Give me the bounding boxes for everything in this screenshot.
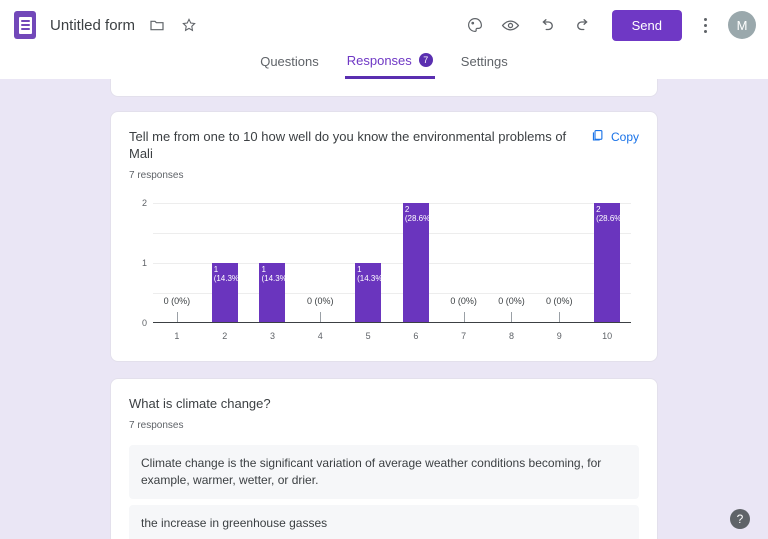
eye-icon[interactable]	[500, 14, 522, 36]
copy-icon	[590, 128, 605, 146]
folder-icon[interactable]	[147, 15, 167, 35]
x-tick-label: 10	[602, 331, 613, 341]
x-tick-label: 7	[461, 331, 467, 341]
responses-count-badge: 7	[418, 53, 433, 67]
bar-chart: 2 1 0 0 (0%) 1 (14.3%) 1 (14.3%) 0 (0%) 1 (1…	[129, 195, 639, 347]
zero-tick	[511, 312, 513, 322]
bar-value-label: 0 (0%)	[163, 296, 191, 306]
tab-bar: Questions Responses 7 Settings	[0, 50, 768, 79]
x-tick-label: 1	[174, 331, 180, 341]
star-icon[interactable]	[179, 15, 199, 35]
bar[interactable]: 2 (28.6%)	[402, 203, 433, 322]
bar[interactable]: 1 (14.3%)	[355, 262, 386, 322]
bar-slot[interactable]: 0 (0%)	[488, 203, 536, 322]
previous-question-card-partial	[110, 79, 658, 97]
bar-series: 0 (0%) 1 (14.3%) 1 (14.3%) 0 (0%) 1 (14.3%) 2…	[153, 203, 631, 322]
send-button[interactable]: Send	[611, 9, 682, 41]
gridline	[153, 263, 631, 264]
text-response-count: 7 responses	[129, 420, 184, 431]
kebab-menu-icon[interactable]	[696, 14, 714, 36]
bar-slot[interactable]: 0 (0%)	[440, 203, 488, 322]
help-button[interactable]: ?	[730, 509, 750, 529]
question-card-chart: Tell me from one to 10 how well do you k…	[110, 111, 658, 362]
x-tick-label: 5	[365, 331, 371, 341]
tab-questions-label: Questions	[260, 54, 319, 69]
bar-value-label: 0 (0%)	[307, 296, 334, 306]
text-response-list: Climate change is the significant variat…	[129, 445, 639, 539]
gridline	[153, 293, 631, 294]
bar-value-label: 1 (14.3%)	[213, 264, 242, 283]
x-tick-label: 8	[508, 331, 514, 341]
copy-chart-button[interactable]: Copy	[590, 128, 639, 146]
undo-icon[interactable]	[536, 14, 558, 36]
text-response-item: the increase in greenhouse gasses	[129, 505, 639, 539]
chart-question-title: Tell me from one to 10 how well do you k…	[129, 129, 567, 161]
chart-response-count: 7 responses	[129, 170, 184, 181]
bar[interactable]: 1 (14.3%)	[259, 262, 290, 322]
text-question-title: What is climate change?	[129, 396, 271, 411]
chart-question-header: Tell me from one to 10 how well do you k…	[129, 128, 639, 162]
x-tick-label: 3	[269, 331, 275, 341]
x-tick-label: 4	[317, 331, 323, 341]
bar-value-label: 0 (0%)	[498, 296, 525, 306]
zero-tick	[176, 312, 178, 322]
y-tick-2: 2	[141, 198, 147, 208]
tab-settings-label: Settings	[460, 54, 508, 69]
bar-value-label: 0 (0%)	[450, 296, 477, 306]
responses-scroll-area[interactable]: Tell me from one to 10 how well do you k…	[0, 79, 768, 539]
zero-tick	[559, 312, 561, 322]
x-tick-label: 6	[413, 331, 419, 341]
y-tick-1: 1	[141, 258, 147, 268]
bar-slot[interactable]: 1 (14.3%)	[249, 203, 297, 322]
plot-area: 0 (0%) 1 (14.3%) 1 (14.3%) 0 (0%) 1 (14.3%) 2…	[153, 203, 631, 323]
bar-slot[interactable]: 1 (14.3%)	[344, 203, 392, 322]
avatar[interactable]: M	[728, 11, 756, 39]
bar-value-label: 1 (14.3%)	[261, 264, 290, 283]
document-title[interactable]: Untitled form	[50, 16, 136, 34]
redo-icon[interactable]	[572, 14, 594, 36]
x-axis: 1 2 3 4 5 6 7 8 9 10	[153, 325, 631, 347]
tab-questions[interactable]: Questions	[258, 50, 321, 79]
palette-icon[interactable]	[464, 14, 486, 36]
bar-slot[interactable]: 0 (0%)	[535, 203, 583, 322]
bar[interactable]: 1 (14.3%)	[211, 262, 242, 322]
bar-value-label: 2 (28.6%)	[596, 205, 625, 223]
text-response-item: Climate change is the significant variat…	[129, 445, 639, 499]
tab-responses[interactable]: Responses 7	[344, 50, 435, 79]
x-tick-label: 9	[556, 331, 562, 341]
x-tick-label: 2	[222, 331, 228, 341]
bar-slot[interactable]: 2 (28.6%)	[583, 203, 631, 322]
bar-value-label: 2 (28.6%)	[404, 205, 433, 223]
header-actions: Send M	[464, 9, 756, 41]
forms-doc-icon[interactable]	[14, 11, 36, 39]
copy-label: Copy	[610, 130, 639, 144]
bar-value-label: 1 (14.3%)	[357, 264, 386, 283]
bar[interactable]: 2 (28.6%)	[594, 203, 625, 322]
bar-slot[interactable]: 0 (0%)	[296, 203, 344, 322]
bar-slot[interactable]: 1 (14.3%)	[201, 203, 249, 322]
tab-responses-label: Responses	[346, 52, 412, 68]
tab-settings[interactable]: Settings	[459, 50, 510, 79]
app-header: Untitled form	[0, 0, 768, 50]
zero-tick	[320, 312, 322, 322]
zero-tick	[463, 312, 465, 322]
bar-slot[interactable]: 0 (0%)	[153, 203, 201, 322]
bar-slot[interactable]: 2 (28.6%)	[392, 203, 440, 322]
bar-value-label: 0 (0%)	[546, 296, 573, 306]
gridline	[153, 233, 631, 234]
question-card-text: What is climate change? 7 responses Clim…	[110, 378, 658, 539]
gridline	[153, 203, 631, 204]
y-tick-0: 0	[141, 318, 147, 328]
